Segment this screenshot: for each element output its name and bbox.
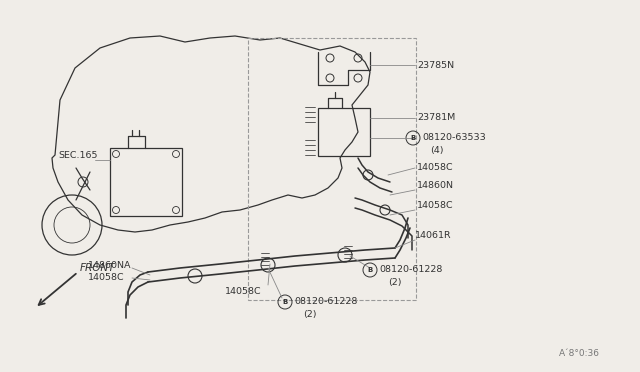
Text: 14058C: 14058C [225,288,262,296]
Text: B: B [367,267,372,273]
Text: 14058C: 14058C [417,164,454,173]
Text: 23781M: 23781M [417,113,455,122]
Text: 14860N: 14860N [417,180,454,189]
Text: 14860NA: 14860NA [88,260,131,269]
Text: A´8°0:36: A´8°0:36 [559,349,600,358]
Text: (2): (2) [388,278,401,286]
Text: B: B [282,299,287,305]
Text: 08120-61228: 08120-61228 [379,266,442,275]
Text: 14058C: 14058C [417,201,454,209]
Text: FRONT: FRONT [80,263,115,273]
Text: 14061R: 14061R [415,231,452,240]
Text: 08120-63533: 08120-63533 [422,134,486,142]
Bar [318,108,370,156]
Bar [110,148,182,216]
Text: B: B [410,135,415,141]
Bar [248,38,416,300]
Text: (2): (2) [303,310,317,318]
Text: 08120-61228: 08120-61228 [294,298,357,307]
Text: (4): (4) [430,145,444,154]
Text: 23785N: 23785N [417,61,454,70]
Text: SEC.165: SEC.165 [58,151,97,160]
Text: 14058C: 14058C [88,273,125,282]
